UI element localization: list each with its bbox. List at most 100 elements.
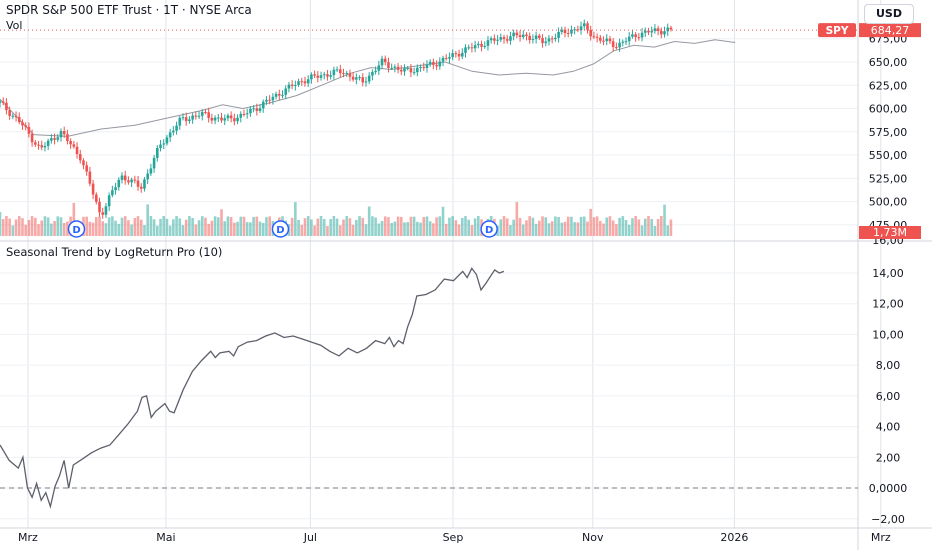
candle-body — [14, 115, 18, 118]
volume-bar — [512, 219, 515, 236]
last-price-badge-bg — [859, 23, 921, 38]
candle-body — [438, 61, 442, 67]
volume-bar — [290, 217, 294, 236]
volume-bar — [40, 220, 44, 236]
volume-bar — [306, 216, 310, 236]
candle-body — [544, 41, 548, 44]
volume-bar — [592, 217, 596, 236]
volume-bar — [444, 223, 448, 236]
candle-body — [589, 29, 592, 37]
candle-body — [541, 38, 544, 44]
candle-body — [669, 27, 673, 30]
candle-body — [310, 74, 313, 80]
price-chart-title-block: SPDR S&P 500 ETF Trust · 1T · NYSE Arca … — [6, 3, 252, 33]
volume-bar — [88, 221, 92, 236]
volume-bar — [30, 216, 34, 236]
price-tick-label: 650,00 — [869, 56, 908, 69]
volume-bar — [621, 216, 625, 236]
volume-bar — [358, 216, 361, 236]
volume-bar — [117, 223, 121, 236]
volume-bar — [335, 218, 339, 236]
candle-body — [114, 187, 117, 191]
candle-body — [454, 53, 458, 55]
candle-body — [255, 108, 259, 111]
candle-body — [592, 36, 596, 38]
candle-body — [515, 32, 519, 36]
volume-bar — [367, 206, 371, 236]
volume-bar — [56, 216, 60, 236]
volume-bar — [428, 221, 432, 236]
candle-body — [518, 35, 522, 38]
volume-bar — [294, 202, 297, 236]
currency-button[interactable]: USD — [864, 4, 914, 24]
candle-body — [146, 173, 149, 180]
candle-body — [605, 38, 609, 42]
volume-bar — [194, 224, 198, 236]
volume-bar — [11, 225, 15, 236]
volume-bar — [570, 216, 573, 236]
candle-body — [40, 145, 44, 148]
candle-body — [159, 144, 162, 148]
volume-bar — [477, 216, 480, 236]
volume-bar — [85, 216, 88, 236]
candle-body — [502, 37, 506, 40]
candle-body — [416, 67, 419, 73]
volume-bar — [541, 216, 544, 236]
volume-bar — [233, 222, 236, 236]
candle-body — [660, 30, 663, 35]
candle-body — [428, 61, 432, 65]
candle-body — [579, 26, 583, 31]
candle-body — [505, 39, 509, 41]
candle-body — [464, 47, 467, 53]
volume-bar — [563, 221, 567, 236]
candle-body — [233, 118, 236, 122]
candle-body — [374, 70, 377, 72]
candle-body — [528, 36, 531, 41]
candle-body — [111, 190, 114, 196]
candle-body — [557, 31, 560, 38]
volume-bar — [666, 225, 670, 236]
dividend-marker: D — [67, 220, 86, 238]
dividend-label: D — [485, 225, 493, 236]
candle-body — [396, 66, 400, 70]
candle-body — [130, 179, 133, 183]
candle-body — [473, 45, 477, 49]
candle-body — [329, 75, 332, 77]
last-volume-label: 1,73M — [873, 226, 907, 239]
volume-bar — [329, 219, 332, 236]
volume-bar — [615, 224, 618, 236]
candle-body — [82, 160, 85, 166]
candle-body — [294, 84, 297, 87]
candle-body — [435, 64, 438, 67]
volume-bar — [252, 216, 255, 236]
volume-bar — [573, 222, 576, 236]
volume-bar — [637, 219, 641, 236]
volume-bar — [627, 224, 631, 236]
volume-bar — [249, 222, 252, 236]
volume-bar — [589, 208, 592, 236]
candle-body — [136, 180, 140, 187]
volume-bar — [499, 219, 503, 236]
candle-body — [377, 65, 381, 71]
volume-bar — [534, 223, 538, 236]
candle-body — [95, 194, 98, 202]
dividend-label: D — [72, 225, 80, 236]
candle-body — [223, 118, 227, 121]
candle-body — [172, 130, 175, 133]
volume-bar — [505, 218, 509, 236]
candle-body — [149, 168, 153, 174]
volume-bar — [326, 225, 329, 236]
volume-bar — [412, 216, 416, 236]
last-price-label: 684,27 — [871, 24, 910, 37]
volume-bar — [448, 217, 451, 236]
volume-bar — [640, 225, 644, 236]
volume-bar — [602, 223, 605, 236]
candle-body — [191, 115, 194, 120]
volume-bar — [5, 216, 8, 236]
volume-bar — [136, 216, 140, 236]
volume-bar — [130, 224, 133, 236]
indicator-title: Seasonal Trend by LogReturn Pro (10) — [6, 245, 223, 259]
indicator-tick-label: 6,00 — [876, 390, 901, 403]
candle-body — [98, 201, 101, 213]
